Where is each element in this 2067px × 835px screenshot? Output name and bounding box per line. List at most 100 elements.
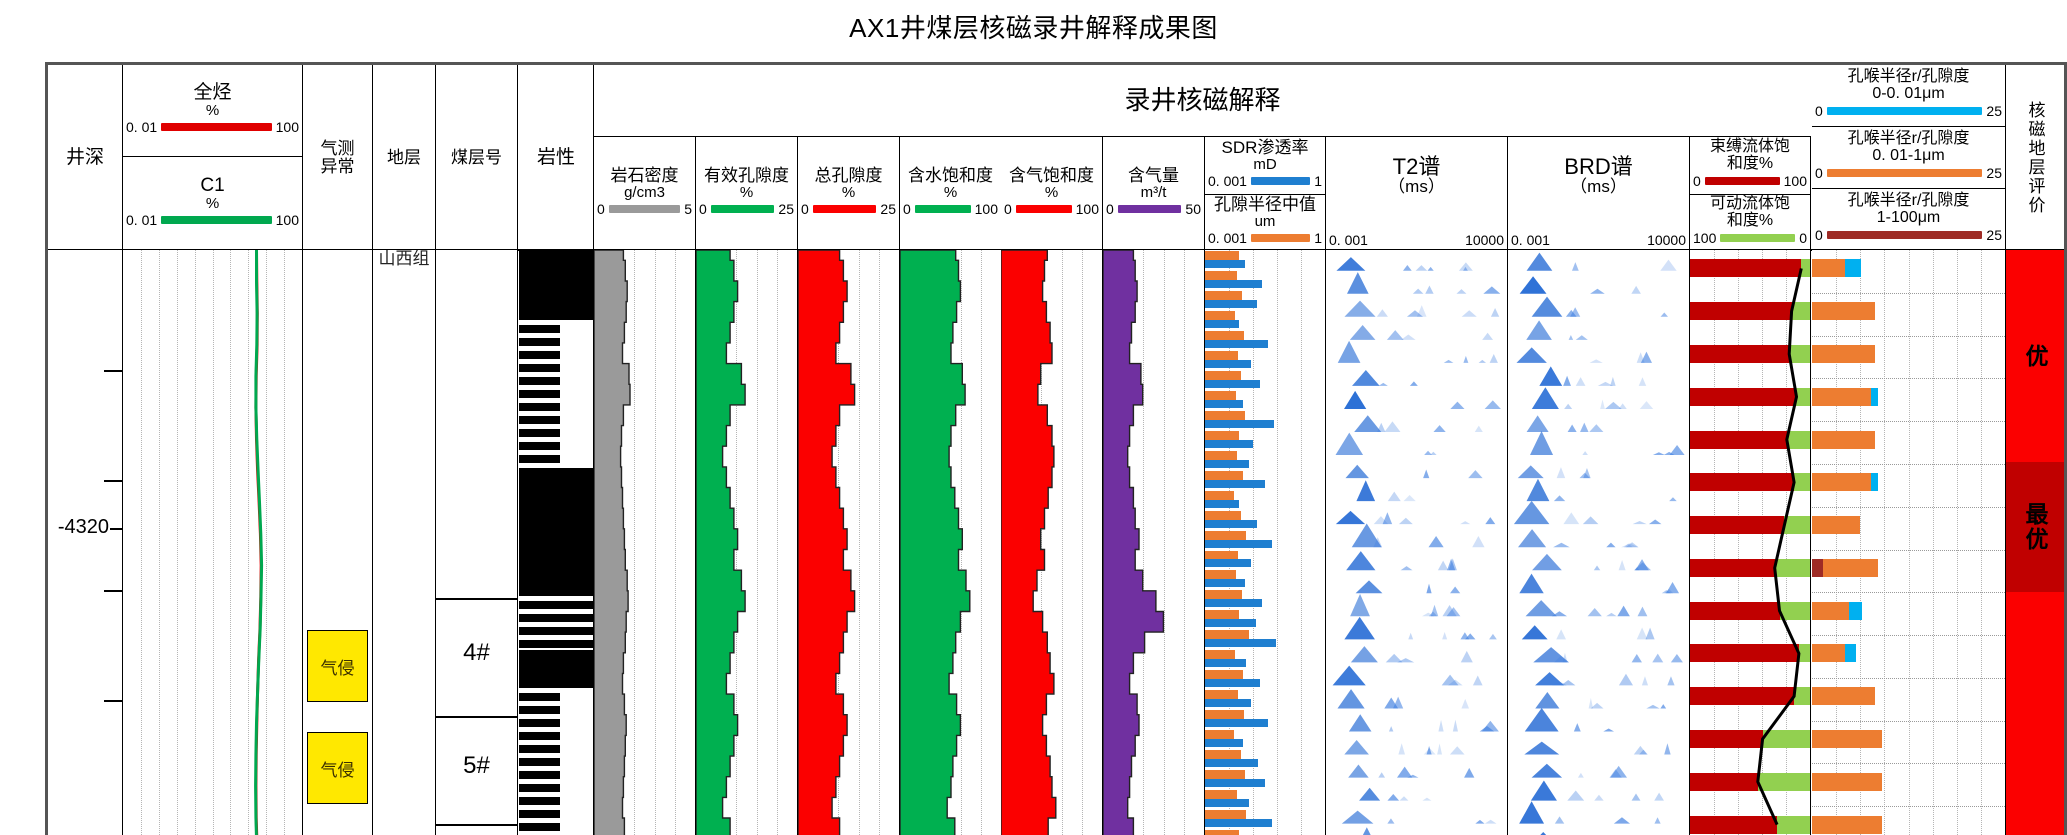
header-label: 和度% (1726, 211, 1774, 229)
grid-line (1081, 250, 1084, 835)
header-pore-radius-median: 孔隙半径中值 um 0. 001 1 (1205, 195, 1326, 250)
scale-min: 0. 001 (1329, 232, 1368, 248)
scale-min: 0 (1004, 201, 1012, 218)
scale-min: 0. 01 (126, 119, 158, 136)
header-label: 束缚流体饱 (1709, 137, 1790, 155)
scale-max: 10000 (1465, 232, 1504, 248)
lithology-coal-stripe (519, 719, 560, 727)
throat-radius-b-bar (1812, 516, 1860, 535)
header-label: 核磁地层评价 (2025, 100, 2045, 215)
track-water-saturation-chart (900, 250, 971, 835)
header-label: T2谱 (1392, 154, 1441, 179)
header-unit: % (205, 101, 220, 119)
scale-min: 0. 001 (1208, 230, 1247, 247)
sdr-permeability-bar (1205, 479, 1265, 488)
pore-radius-bar (1205, 570, 1237, 580)
header-nmr-evaluation: 核磁地层评价 (2006, 65, 2064, 250)
header-label: C1 (200, 174, 225, 196)
lithology-coal-stripe (519, 403, 560, 411)
grid-line (1041, 250, 1043, 835)
track-eff-porosity (696, 250, 798, 835)
lithology-coal-stripe (519, 390, 560, 398)
group-header-logging-nmr: 录井核磁解释 (594, 65, 1811, 137)
scale-max: 25 (778, 201, 794, 218)
grid-line (1836, 250, 1838, 835)
scale-legend: 0 100 (1690, 172, 1810, 192)
pore-radius-bar (1205, 790, 1238, 800)
track-gas-content-chart (1103, 250, 1165, 835)
header-label: 岩石密度 (610, 165, 679, 185)
movable-fluid-bar (1789, 344, 1810, 363)
scale-min: 0. 01 (126, 212, 158, 229)
sdr-permeability-bar (1205, 539, 1272, 548)
bound-fluid-bar (1690, 344, 1790, 363)
header-lithology: 岩性 (519, 65, 594, 250)
grid-line (654, 250, 657, 835)
lithology-coal-stripe (519, 442, 560, 450)
fluid-boundary-curve (1756, 268, 1803, 826)
header-sdr-permeability: SDR渗透率 mD 0. 001 1 (1205, 137, 1326, 195)
header-gas-c1: C1% 0. 01 100 (123, 157, 303, 250)
scale-max: 100 (275, 212, 299, 229)
pore-radius-bar (1205, 350, 1239, 360)
lithology-coal-stripe (519, 706, 560, 714)
lithology-coal-stripe (519, 416, 560, 424)
lithology-coal-stripe (519, 680, 593, 688)
lithology-coal-stripe (519, 784, 560, 792)
lithology-coal-stripe (519, 588, 593, 596)
sdr-permeability-bar (1205, 699, 1251, 708)
depth-tick-minor (104, 480, 122, 482)
pore-radius-bar (1205, 750, 1241, 760)
grid-line (756, 250, 759, 835)
throat-radius-b-bar (1812, 815, 1883, 834)
sdr-permeability-bar (1205, 559, 1251, 568)
throat-radius-b-bar (1823, 558, 1879, 577)
bound-fluid-bar (1690, 815, 1778, 834)
header-unit: um (1254, 212, 1276, 230)
grid-line (1277, 250, 1279, 835)
track-brd-spectrum-chart (1513, 252, 1685, 835)
pore-radius-bar (1205, 510, 1241, 520)
grid-line (776, 250, 779, 835)
pore-radius-bar (1205, 830, 1240, 835)
header-label: 录井核磁解释 (1124, 84, 1281, 115)
pore-radius-bar (1205, 270, 1238, 281)
grid-line (1738, 250, 1740, 835)
sdr-permeability-bar (1205, 739, 1243, 748)
header-label: 有效孔隙度 (704, 165, 789, 185)
lithology-coal-stripe (519, 693, 560, 701)
scale-bar (1720, 234, 1796, 243)
grid-line (1812, 721, 2005, 723)
lithology-coal-stripe (519, 810, 560, 818)
lithology-coal-stripe (519, 797, 560, 805)
scale-bar (1826, 169, 1983, 178)
scale-legend: 0 25 (798, 200, 899, 220)
header-bound-fluid: 束缚流体饱 和度% 0 100 (1690, 137, 1811, 195)
nmr-evaluation-label: 优 (2022, 343, 2048, 369)
header-label: 和度% (1726, 154, 1774, 172)
throat-radius-a-bar (1870, 387, 1879, 406)
header-label: 孔喉半径r/孔隙度 (1847, 191, 1970, 209)
grid-line (980, 250, 983, 835)
throat-radius-b-bar (1812, 730, 1883, 749)
header-unit: 1-100μm (1876, 208, 1941, 226)
pore-radius-bar (1205, 810, 1247, 820)
gas-anomaly-box: 气侵 (307, 732, 368, 804)
seam-divider (436, 824, 517, 826)
formation-label: 山西组 (378, 250, 430, 268)
pore-radius-bar (1205, 290, 1242, 301)
sdr-permeability-bar (1205, 759, 1258, 768)
lithology-coal-stripe (519, 338, 560, 346)
scale-max: 25 (880, 201, 896, 218)
pore-radius-bar (1205, 650, 1235, 660)
grid-line (212, 250, 215, 835)
header-total-porosity: 总孔隙度% 0 25 (798, 137, 900, 250)
scale-bar (1250, 177, 1311, 186)
scale-max: 1 (1314, 230, 1322, 247)
nmr-evaluation-block (2006, 592, 2064, 835)
track-total-porosity (798, 250, 900, 835)
sdr-permeability-bar (1205, 359, 1251, 368)
track-rock-density (594, 250, 696, 835)
